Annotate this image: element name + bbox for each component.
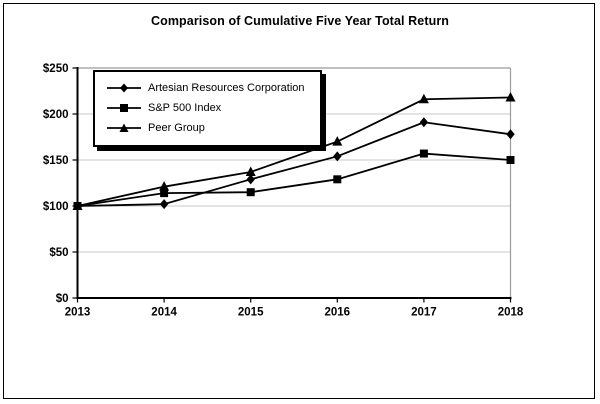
chart-legend: Artesian Resources Corporation S&P 500 I… — [93, 70, 322, 147]
square-marker-icon — [333, 175, 342, 184]
legend-item-artesian: Artesian Resources Corporation — [107, 78, 320, 98]
y-axis-label: $150 — [43, 155, 69, 167]
x-axis-label: 2015 — [238, 307, 264, 319]
chart-title: Comparison of Cumulative Five Year Total… — [150, 14, 450, 28]
triangle-marker-icon — [72, 200, 83, 210]
diamond-marker-icon — [419, 117, 429, 128]
square-marker-icon — [107, 104, 141, 112]
legend-label: Artesian Resources Corporation — [148, 82, 305, 94]
diamond-marker-icon — [159, 199, 169, 210]
legend-label: Peer Group — [148, 122, 205, 134]
legend-item-peer-group: Peer Group — [107, 118, 320, 138]
triangle-marker-icon — [418, 93, 429, 104]
square-marker-icon — [246, 188, 255, 197]
triangle-marker-icon — [332, 136, 343, 146]
x-axis-label: 2017 — [411, 307, 437, 319]
legend-label: S&P 500 Index — [148, 102, 222, 114]
y-axis-label: $200 — [43, 109, 69, 121]
triangle-marker-icon — [159, 181, 170, 191]
x-axis-label: 2014 — [151, 307, 177, 319]
square-marker-icon — [160, 189, 169, 198]
y-axis-label: $250 — [43, 63, 69, 75]
triangle-marker-icon — [245, 166, 256, 176]
series-line-triangle — [77, 96, 511, 207]
diamond-marker-icon — [333, 151, 342, 162]
y-axis-label: $100 — [43, 201, 69, 213]
legend-item-sp500: S&P 500 Index — [107, 98, 320, 118]
x-axis-label: 2018 — [498, 307, 524, 319]
triangle-marker-icon — [107, 123, 141, 132]
square-marker-icon — [506, 156, 515, 164]
series-line-square — [77, 152, 511, 207]
diamond-marker-icon — [246, 174, 255, 185]
x-axis-label: 2013 — [65, 307, 91, 319]
triangle-marker-icon — [505, 91, 516, 102]
y-axis-label: $0 — [56, 293, 69, 305]
diamond-marker-icon — [506, 129, 515, 140]
series-line-diamond — [77, 121, 511, 207]
diamond-marker-icon — [107, 83, 141, 93]
y-axis-label: $50 — [49, 247, 68, 259]
square-marker-icon — [419, 149, 428, 158]
x-axis-label: 2016 — [325, 307, 351, 319]
